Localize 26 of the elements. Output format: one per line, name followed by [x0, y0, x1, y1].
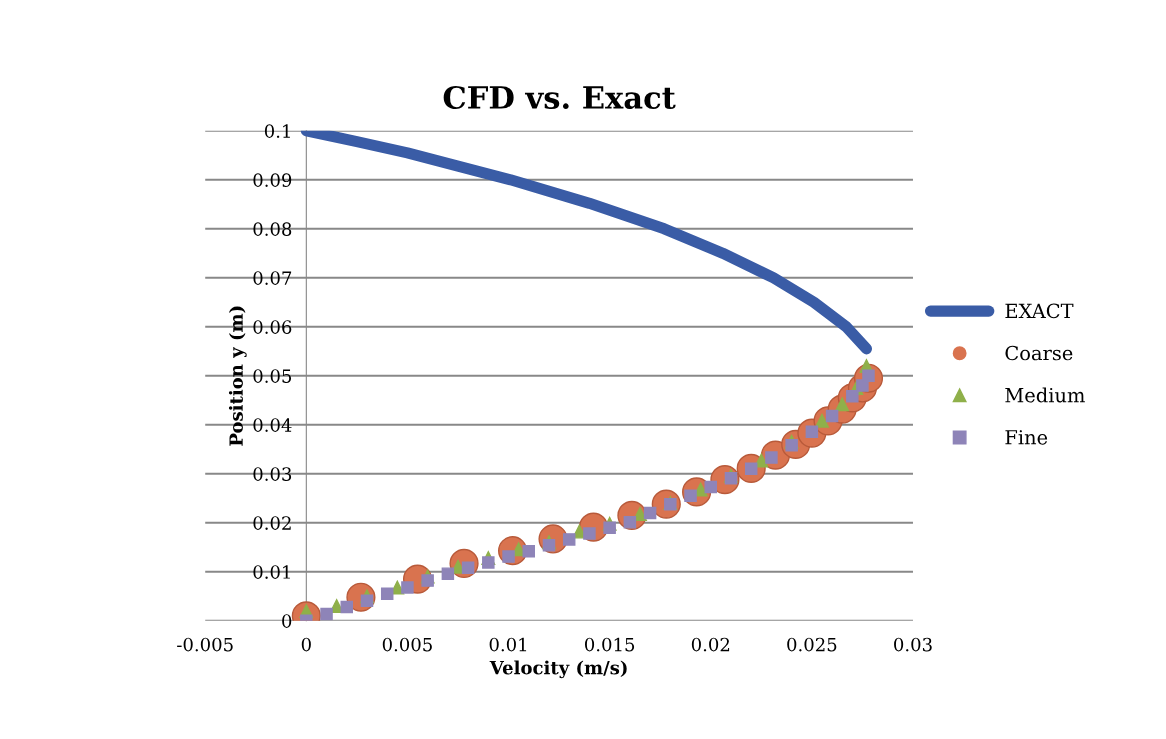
y-tick-label: 0.06: [253, 320, 292, 334]
y-tick-label: 0.02: [253, 516, 291, 530]
x-tick-label: 0.02: [691, 637, 730, 652]
y-tick-label: 0.01: [253, 565, 290, 579]
x-tick-label: 0: [301, 637, 311, 652]
x-axis-title: Velocity (m/s): [489, 660, 627, 679]
x-tick-label: 0.01: [489, 637, 527, 652]
y-tick-label: 0.05: [253, 369, 292, 383]
y-tick-label: 0.04: [253, 418, 292, 432]
x-tick-label: 0.025: [787, 637, 837, 652]
y-tick-label: 0.1: [264, 124, 290, 138]
legend-label: EXACT: [1005, 303, 1074, 319]
x-tick-label: -0.005: [177, 637, 233, 652]
y-tick-label: 0.07: [253, 271, 292, 285]
x-tick-label: 0.015: [585, 637, 635, 652]
y-tick-label: 0: [282, 614, 292, 628]
x-tick-label: 0.03: [894, 637, 932, 652]
y-tick-label: 0.08: [253, 222, 292, 236]
x-tick-label: 0.005: [382, 637, 432, 652]
chart-title: CFD vs. Exact: [443, 85, 676, 110]
legend-label: Medium: [1005, 387, 1085, 403]
y-tick-label: 0.09: [253, 173, 292, 187]
y-axis-title: Position y (m): [228, 306, 247, 446]
y-tick-label: 0.03: [253, 467, 292, 481]
legend-label: Fine: [1005, 430, 1048, 445]
legend-label: Coarse: [1005, 345, 1073, 361]
